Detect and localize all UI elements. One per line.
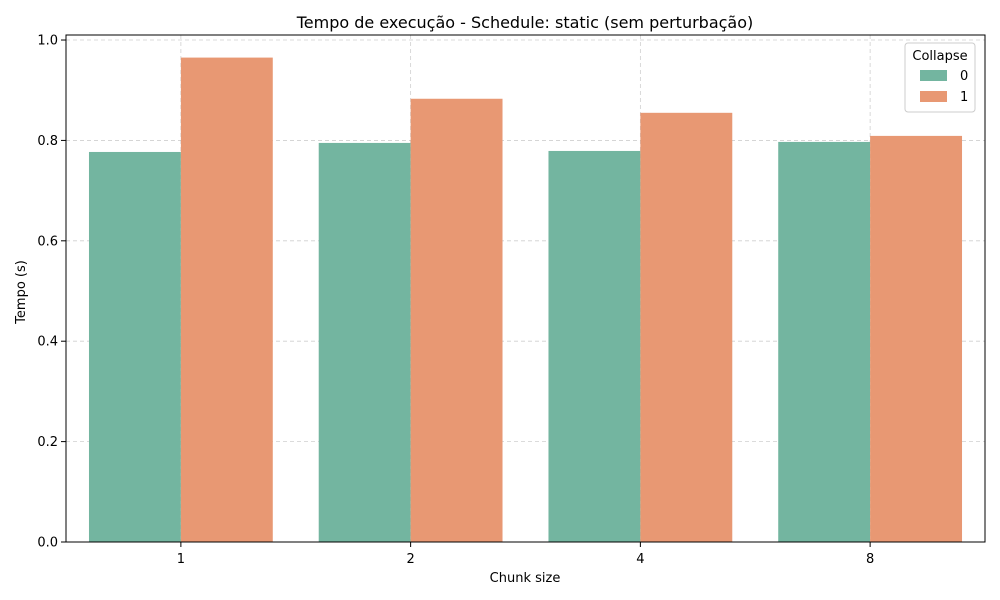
y-tick-label: 0.8 xyxy=(37,134,58,149)
legend-swatch-1 xyxy=(920,91,947,102)
x-tick-label: 4 xyxy=(636,552,644,567)
plot-frame xyxy=(65,34,986,543)
legend: Collapse 01 xyxy=(904,42,976,113)
legend-label-1: 1 xyxy=(960,90,968,105)
legend-label-0: 0 xyxy=(960,69,968,84)
y-axis-title: Tempo (s) xyxy=(14,260,29,325)
legend-swatch-0 xyxy=(920,70,947,81)
y-tick-label: 1.0 xyxy=(37,34,58,49)
legend-title: Collapse xyxy=(912,49,967,64)
bar-collapse-0-chunk-2 xyxy=(318,142,411,543)
bars xyxy=(88,57,963,543)
x-tick-label: 1 xyxy=(177,552,185,567)
bar-collapse-1-chunk-1 xyxy=(180,57,273,542)
bar-collapse-0-chunk-4 xyxy=(548,150,641,542)
y-tick-label: 0.2 xyxy=(37,435,58,450)
y-tick-label: 0.6 xyxy=(37,234,58,249)
bar-collapse-0-chunk-1 xyxy=(88,151,181,543)
chart-title: Tempo de execução - Schedule: static (se… xyxy=(296,13,754,32)
bar-collapse-1-chunk-4 xyxy=(640,112,733,542)
legend-items: 01 xyxy=(920,69,968,105)
x-tick-label: 2 xyxy=(406,552,414,567)
bar-collapse-1-chunk-8 xyxy=(870,135,963,543)
x-tick-label: 8 xyxy=(866,552,874,567)
x-axis-title: Chunk size xyxy=(490,571,561,586)
axes: 0.0 0.2 0.4 0.6 0.8 1.0 1 2 4 8 xyxy=(37,34,986,567)
bar-collapse-1-chunk-2 xyxy=(410,98,503,542)
bar-collapse-0-chunk-8 xyxy=(778,141,871,542)
y-tick-label: 0.0 xyxy=(37,536,58,551)
y-tick-label: 0.4 xyxy=(37,335,58,350)
